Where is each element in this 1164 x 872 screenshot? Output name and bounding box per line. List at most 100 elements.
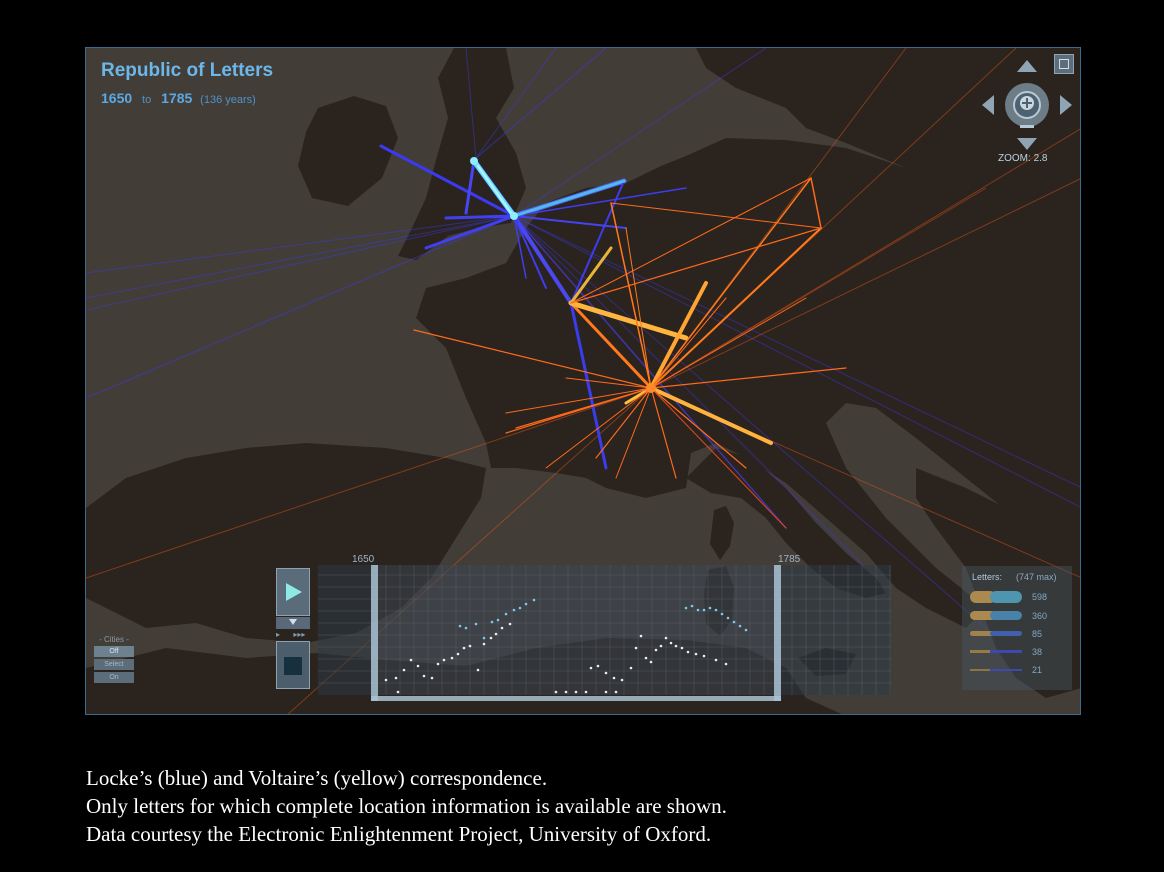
timeline-letter-dot <box>468 644 472 648</box>
timeline-letter-dot <box>574 690 578 694</box>
cities-option-select[interactable]: Select <box>94 659 134 670</box>
timeline-letter-dot-highlight <box>738 624 742 628</box>
caption-line-1: Locke’s (blue) and Voltaire’s (yellow) c… <box>86 766 548 790</box>
locke-long-lines <box>86 48 1080 629</box>
year-span: (136 years) <box>200 94 256 106</box>
land-ireland <box>298 96 398 206</box>
timeline[interactable] <box>318 565 891 701</box>
legend-value-3: 85 <box>1032 629 1043 639</box>
speed-dropdown[interactable] <box>276 617 310 629</box>
timeline-letter-dot-highlight <box>524 602 528 606</box>
play-button[interactable] <box>276 568 310 616</box>
timeline-letter-dot <box>476 668 480 672</box>
zoom-label: ZOOM: <box>998 153 1031 164</box>
legend-max: (747 max) <box>1016 572 1057 582</box>
timeline-end-handle[interactable] <box>774 565 781 701</box>
voltaire-network <box>413 177 847 529</box>
timeline-selected-range <box>374 565 781 695</box>
timeline-letter-dot <box>664 636 668 640</box>
timeline-letter-dot <box>396 690 400 694</box>
zoom-readout: ZOOM: 2.8 <box>998 153 1047 164</box>
timeline-letter-dot <box>384 678 388 682</box>
timeline-right-shade <box>781 565 891 695</box>
legend-bar-85 <box>970 631 996 636</box>
timeline-letter-dot <box>450 656 454 660</box>
legend-value-2: 360 <box>1032 611 1048 621</box>
legend-bar-598 <box>970 591 996 603</box>
land-scandinavia <box>696 48 1080 248</box>
zoom-value: 2.8 <box>1033 153 1048 164</box>
pan-left-icon[interactable] <box>982 95 994 115</box>
zoom-out-icon[interactable] <box>1020 125 1034 128</box>
cities-option-off[interactable]: Off <box>94 646 134 657</box>
viz-title: Republic of Letters <box>101 60 274 81</box>
caption-line-2: Only letters for which complete location… <box>86 794 727 818</box>
timeline-letter-dot-highlight <box>496 618 500 622</box>
timeline-letter-dot <box>430 676 434 680</box>
timeline-letter-dot <box>674 644 678 648</box>
timeline-letter-dot <box>409 658 413 662</box>
map-navigation-control[interactable] <box>982 60 1072 150</box>
pan-right-icon[interactable] <box>1060 95 1072 115</box>
timeline-letter-dot <box>702 654 706 658</box>
fullscreen-button[interactable] <box>1054 54 1074 74</box>
timeline-letter-dot-highlight <box>532 598 536 602</box>
timeline-letter-dot <box>680 646 684 650</box>
stop-icon <box>284 657 302 675</box>
fullscreen-icon <box>1059 59 1069 69</box>
map-canvas[interactable] <box>86 48 1081 715</box>
timeline-letter-dot <box>604 690 608 694</box>
stop-button[interactable] <box>276 641 310 689</box>
speed-indicator-icon: ▸ ▸▸▸ <box>276 630 306 639</box>
timeline-letter-dot-highlight <box>696 608 700 612</box>
timeline-letter-dot-highlight <box>474 622 478 626</box>
cities-panel: - Cities - Off Select On <box>94 635 134 683</box>
timeline-letter-dot-highlight <box>726 616 730 620</box>
timeline-letter-dot <box>634 646 638 650</box>
timeline-letter-dot-highlight <box>708 606 712 610</box>
timeline-letter-dot-highlight <box>684 606 688 610</box>
timeline-letter-dot <box>508 622 512 626</box>
pan-down-icon[interactable] <box>1017 138 1037 150</box>
timeline-letter-dot-highlight <box>504 612 508 616</box>
start-year: 1650 <box>101 90 133 106</box>
timeline-letter-dot-highlight <box>714 608 718 612</box>
legend-bar-38 <box>970 650 996 653</box>
legend-value-4: 38 <box>1032 647 1043 657</box>
timeline-letter-dot <box>694 652 698 656</box>
timeline-left-shade <box>318 565 374 695</box>
chevron-down-icon <box>289 619 297 625</box>
cities-header: - Cities - <box>99 635 129 644</box>
timeline-end-label: 1785 <box>778 554 801 565</box>
timeline-letter-dot <box>584 690 588 694</box>
end-year: 1785 <box>161 90 193 106</box>
timeline-letter-dot <box>659 644 663 648</box>
play-icon <box>286 583 302 601</box>
timeline-letter-dot <box>604 671 608 675</box>
legend-bars <box>970 591 1022 671</box>
timeline-letter-dot <box>564 690 568 694</box>
legend-value-5: 21 <box>1032 665 1043 675</box>
timeline-letter-dot <box>620 678 624 682</box>
legend-value-1: 598 <box>1032 592 1048 602</box>
timeline-letter-dot-highlight <box>720 612 724 616</box>
legend-title-label: Letters: <box>972 572 1003 582</box>
timeline-letter-dot-highlight <box>464 626 468 630</box>
land-corsica <box>710 506 734 560</box>
timeline-letter-dot <box>724 662 728 666</box>
timeline-start-handle[interactable] <box>371 565 378 701</box>
timeline-letter-dot <box>649 660 653 664</box>
timeline-letter-dot-highlight <box>732 620 736 624</box>
timeline-letter-dot <box>614 690 618 694</box>
timeline-letter-dot <box>644 656 648 660</box>
timeline-letter-dot <box>714 658 718 662</box>
timeline-letter-dot <box>596 664 600 668</box>
cities-option-on[interactable]: On <box>94 672 134 683</box>
map-viewport[interactable]: Republic of Letters 1650 to 1785 (136 ye… <box>85 47 1081 715</box>
timeline-letter-dot <box>394 676 398 680</box>
timeline-letter-dot <box>422 674 426 678</box>
pan-up-icon[interactable] <box>1017 60 1037 72</box>
caption-line-3: Data courtesy the Electronic Enlightenme… <box>86 822 712 846</box>
legend-title: Letters: (747 max) <box>972 572 1057 582</box>
timeline-letter-dot <box>456 652 460 656</box>
